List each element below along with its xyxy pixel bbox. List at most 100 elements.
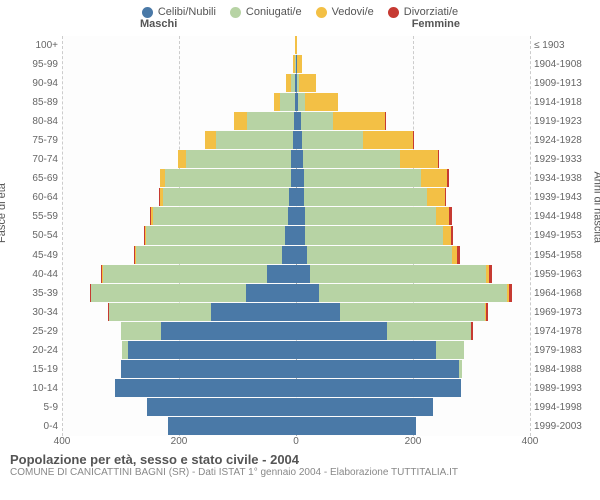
age-label: 50-54 [2, 226, 58, 245]
age-row: 30-341969-1973 [62, 303, 530, 321]
birth-year-label: 1954-1958 [534, 246, 598, 265]
legend-swatch [142, 7, 153, 18]
birth-year-label: 1984-1988 [534, 360, 598, 379]
bar-segment [445, 188, 447, 206]
bar-segment [310, 265, 486, 283]
bar-segment [285, 226, 296, 244]
bar-segment [168, 417, 296, 435]
birth-year-label: 1934-1938 [534, 169, 598, 188]
female-bar [296, 150, 439, 168]
bar-segment [509, 284, 513, 302]
male-bar [286, 74, 296, 92]
age-label: 65-69 [2, 169, 58, 188]
bar-segment [421, 169, 447, 187]
female-bar [296, 188, 446, 206]
birth-year-label: 1919-1923 [534, 112, 598, 131]
age-label: 90-94 [2, 74, 58, 93]
male-bar [150, 207, 296, 225]
bar-segment [305, 207, 437, 225]
bar-segment [205, 131, 217, 149]
birth-year-label: ≤ 1903 [534, 36, 598, 55]
male-bar [159, 188, 296, 206]
birth-year-label: 1994-1998 [534, 398, 598, 417]
bar-segment [489, 265, 492, 283]
male-bar [168, 417, 296, 435]
male-bar [101, 265, 296, 283]
birth-year-label: 1944-1948 [534, 207, 598, 226]
bar-segment [447, 169, 449, 187]
bar-segment [449, 207, 451, 225]
bar-segment [296, 150, 303, 168]
x-tick: 200 [171, 436, 188, 447]
bar-segment [298, 93, 305, 111]
male-bar [121, 360, 297, 378]
bar-segment [471, 322, 472, 340]
age-row: 35-391964-1968 [62, 284, 530, 302]
bar-segment [436, 341, 464, 359]
bar-segment [165, 169, 291, 187]
bar-segment [304, 188, 427, 206]
legend-item: Vedovi/e [316, 6, 374, 18]
age-row: 50-541949-1953 [62, 226, 530, 244]
bar-segment [296, 379, 461, 397]
age-row: 20-241979-1983 [62, 341, 530, 359]
age-row: 100+≤ 1903 [62, 36, 530, 54]
bar-segment [459, 360, 462, 378]
legend-label: Coniugati/e [246, 6, 302, 18]
birth-year-label: 1964-1968 [534, 284, 598, 303]
female-bar [296, 398, 433, 416]
bar-segment [305, 93, 338, 111]
female-bar [296, 265, 492, 283]
age-label: 95-99 [2, 55, 58, 74]
age-row: 65-691934-1938 [62, 169, 530, 187]
female-bar [296, 341, 464, 359]
female-bar [296, 303, 488, 321]
age-row: 10-141989-1993 [62, 379, 530, 397]
bar-segment [400, 150, 438, 168]
female-bar [296, 112, 386, 130]
age-label: 35-39 [2, 284, 58, 303]
bar-segment [178, 150, 186, 168]
bar-segment [216, 131, 292, 149]
male-bar [205, 131, 296, 149]
bar-segment [333, 112, 386, 130]
male-bar [144, 226, 296, 244]
male-bar [178, 150, 296, 168]
bar-segment [296, 360, 459, 378]
bar-segment [296, 188, 304, 206]
female-bar [296, 55, 302, 73]
chart-footer: Popolazione per età, sesso e stato civil… [0, 450, 600, 478]
bar-segment [363, 131, 413, 149]
birth-year-label: 1924-1928 [534, 131, 598, 150]
bar-segment [303, 150, 400, 168]
age-label: 55-59 [2, 207, 58, 226]
legend-label: Celibi/Nubili [158, 6, 216, 18]
x-tick: 400 [522, 436, 539, 447]
bar-segment [302, 131, 363, 149]
legend-swatch [230, 7, 241, 18]
bar-segment [246, 284, 296, 302]
age-label: 0-4 [2, 417, 58, 436]
age-row: 90-941909-1913 [62, 74, 530, 92]
birth-year-label: 1939-1943 [534, 188, 598, 207]
age-row: 45-491954-1958 [62, 246, 530, 264]
bar-segment [109, 303, 211, 321]
pyramid-plot: 100+≤ 190395-991904-190890-941909-191385… [62, 36, 530, 436]
bar-segment [296, 417, 416, 435]
birth-year-label: 1914-1918 [534, 93, 598, 112]
male-bar [108, 303, 296, 321]
bar-segment [296, 303, 340, 321]
bar-segment [121, 322, 162, 340]
female-bar [296, 74, 316, 92]
age-row: 80-841919-1923 [62, 112, 530, 130]
age-label: 10-14 [2, 379, 58, 398]
birth-year-label: 1904-1908 [534, 55, 598, 74]
column-headers: Maschi Femmine [0, 18, 600, 34]
male-bar [121, 322, 296, 340]
bar-segment [304, 169, 421, 187]
female-bar [296, 131, 414, 149]
bar-segment [438, 150, 440, 168]
bar-segment [296, 265, 310, 283]
bar-segment [457, 246, 460, 264]
age-label: 60-64 [2, 188, 58, 207]
